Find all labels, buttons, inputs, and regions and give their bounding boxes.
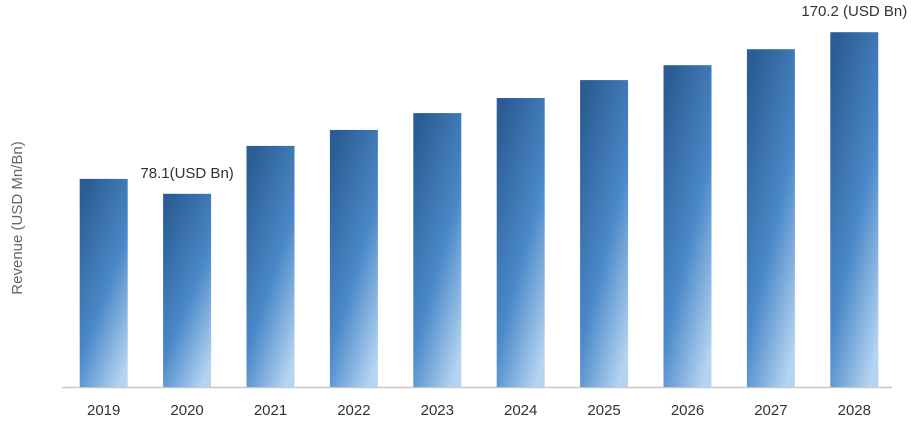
bar [163,193,212,387]
bar [246,145,295,387]
x-tick-label: 2027 [754,402,787,419]
y-axis-title: Revenue (USD Mn/Bn) [9,141,26,294]
x-tick-label: 2024 [504,402,537,419]
x-tick-label: 2028 [838,402,871,419]
bar [496,97,545,388]
x-tick-label: 2020 [170,402,203,419]
x-tick-label: 2025 [587,402,620,419]
data-label: 78.1(USD Bn) [140,165,233,182]
x-tick-label: 2026 [671,402,704,419]
bar [413,113,462,387]
bar [79,178,128,387]
bar [580,80,629,387]
x-tick-label: 2021 [254,402,287,419]
bar [329,129,378,387]
bar [830,32,879,387]
bar [663,65,712,387]
x-tick-label: 2019 [87,402,120,419]
x-tick-label: 2022 [337,402,370,419]
bar [746,49,795,387]
x-tick-label: 2023 [421,402,454,419]
data-label: 170.2 (USD Bn) [801,3,907,20]
